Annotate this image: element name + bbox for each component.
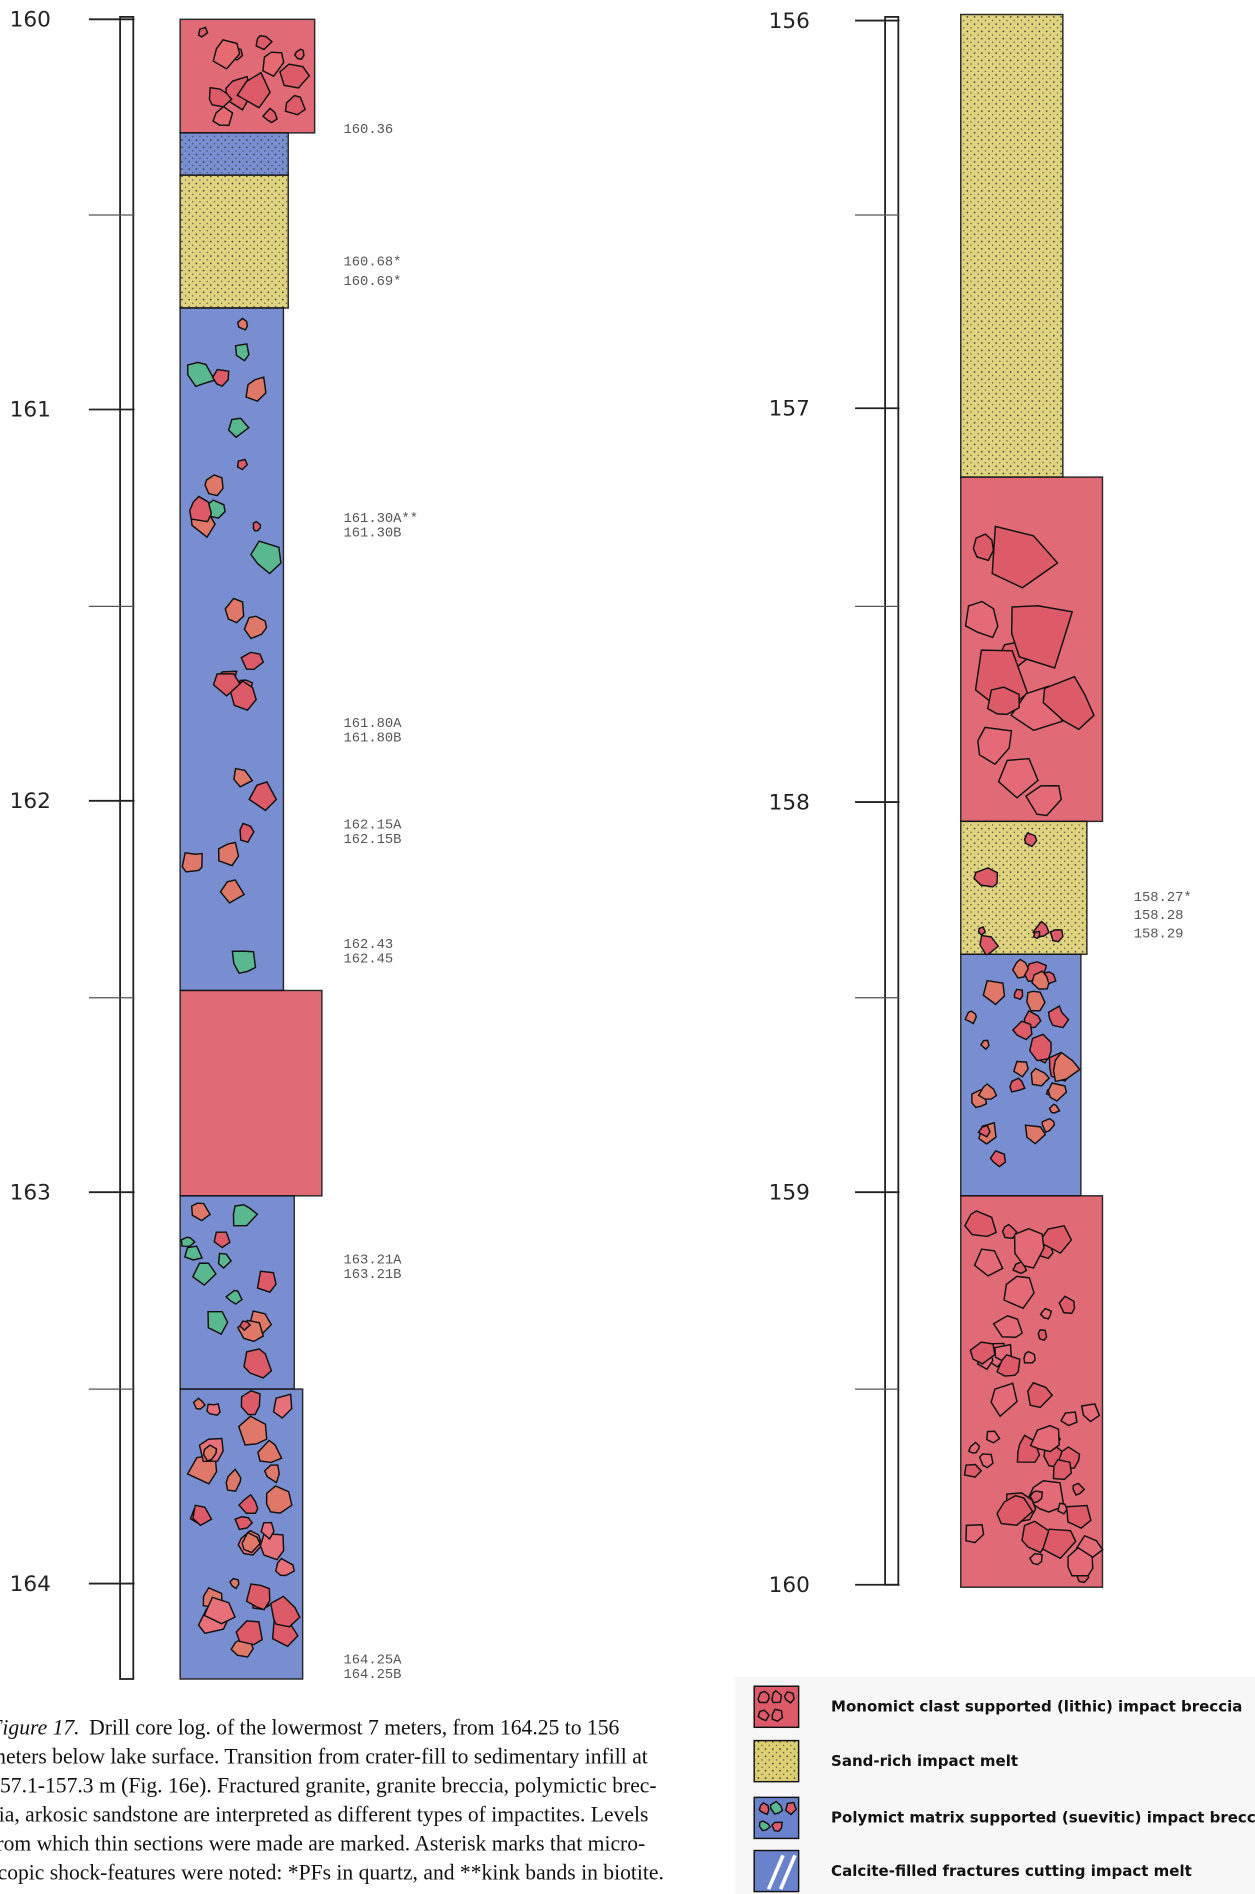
sand-texture [754,1741,798,1782]
depth-label: 159 [769,1180,810,1205]
clast [772,1709,782,1721]
clast [182,853,202,872]
sample-label: 158.29 [1134,926,1184,942]
depth-label: 160 [769,1573,810,1598]
caption-figure: Figure 17. [0,1716,80,1740]
sample-label: 160.36 [343,122,393,138]
clast [1058,1503,1067,1513]
clast [758,1691,769,1702]
sample-label: 158.27* [1134,890,1192,906]
sand-texture [180,133,288,175]
clast [1038,1330,1046,1340]
legend: Monomict clast supported (lithic) impact… [735,1677,1255,1894]
legend-label: Sand-rich impact melt [831,1752,1018,1770]
ruler-bar [885,17,898,1585]
ruler-bar [120,17,133,1679]
legend-label: Calcite-filled fractures cutting impact … [831,1862,1192,1880]
caption-line: from which thin sections were made are m… [0,1831,645,1855]
sample-label: 161.80B [343,731,401,747]
sample-label: 160.68* [343,255,401,271]
sample-label: 163.21B [343,1267,401,1283]
caption-text: Drill core log. of the lowermost 7 meter… [89,1716,619,1740]
sand-texture [961,14,1063,477]
page: 160 161 162 163 164 156 157 158 159 160 160.36 160.… [0,0,1255,1894]
sample-label: 158.28 [1134,908,1184,924]
clast [207,1404,220,1415]
caption-line: Figure 17. Drill core log. of the lowermo… [0,1716,619,1740]
clast [1053,1460,1071,1480]
sand-texture [961,821,1087,954]
sample-label: 160.69* [343,274,401,290]
sample-label: 162.15B [343,832,401,848]
depth-label: 164 [10,1572,51,1597]
depth-label: 162 [10,789,51,814]
depth-label: 156 [769,9,810,34]
clast [973,534,993,560]
sand-texture [180,175,288,308]
caption-line: 157.1-157.3 m (Fig. 16e). Fractured gran… [0,1773,657,1797]
clast [1024,1352,1035,1363]
legend-label: Monomict clast supported (lithic) impact… [831,1698,1242,1716]
caption-line: scopic shock-features were noted: *PFs i… [0,1860,664,1884]
depth-label: 157 [769,396,810,421]
sample-label: 161.30B [343,525,401,541]
clast [1034,931,1040,938]
clast [1014,989,1022,999]
core-drawings [180,14,1102,1678]
caption-line: meters below lake surface. Transition fr… [0,1744,648,1768]
depth-label: 158 [769,790,810,815]
sample-label: 162.45 [343,952,393,968]
sample-label: 164.25B [343,1667,401,1683]
depth-label: 163 [10,1180,51,1205]
depth-label: 160 [10,8,51,33]
figure: 160 161 162 163 164 156 157 158 159 160 160.36 160.… [0,0,1255,1894]
clast [772,1822,782,1831]
legend-label: Polymict matrix supported (suevitic) imp… [831,1809,1255,1827]
depth-label: 161 [10,398,51,423]
clast [241,1391,260,1415]
caption-line: cia, arkosic sandstone are interpreted a… [0,1802,648,1826]
core-segment [180,990,322,1195]
